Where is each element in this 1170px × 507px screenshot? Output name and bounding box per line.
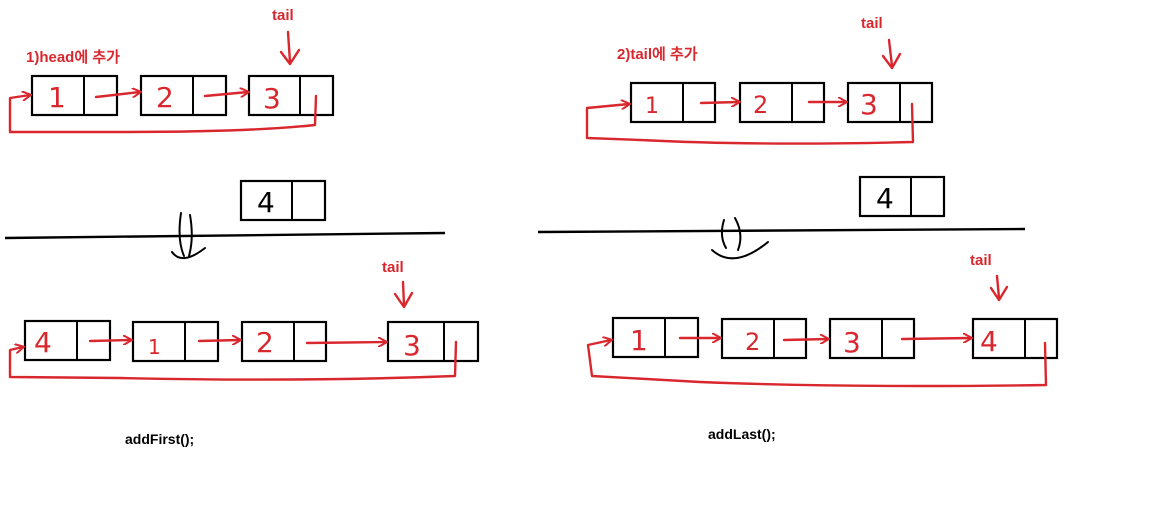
right-tail-arrow-bottom [989,274,1009,302]
node-value: 1 [645,94,659,119]
right-after-list: 1 2 3 4 [586,316,1059,388]
next-arrow [203,92,248,96]
node-value: 2 [745,328,760,356]
next-arrow [900,338,971,339]
right-heading: 2)tail에 추가 [617,46,698,63]
left-panel: 1)head에 추가 tail 1 2 3 [4,7,480,447]
left-tail-arrow-top [279,30,301,66]
node-value: 4 [980,325,998,358]
right-before-list: 1 2 3 [585,81,934,145]
node-value: 2 [256,326,274,359]
list-node: 3 [247,74,335,117]
node-value: 2 [156,81,174,114]
node-value: 1 [148,335,161,359]
list-node: 3 [846,81,934,124]
next-arrow [197,340,240,341]
list-node: 2 [240,320,328,363]
right-new-node: 4 [858,175,946,218]
node-value: 3 [263,82,281,115]
node-value: 1 [48,81,66,114]
left-tail-label-top: tail [272,7,294,24]
left-caption: addFirst(); [125,431,194,447]
node-value: 2 [753,91,768,119]
node-value: 4 [34,326,52,359]
left-after-list: 4 1 2 3 [8,319,480,381]
left-new-node: 4 [239,179,327,222]
right-panel: 2)tail에 추가 tail 1 2 3 [537,15,1059,442]
next-arrow [88,340,131,341]
next-arrow [94,92,140,99]
node-value: 3 [403,329,421,362]
next-arrow [699,102,739,103]
left-tail-label-bottom: tail [382,259,404,276]
right-tail-label-bottom: tail [970,252,992,269]
node-value: 3 [860,88,878,121]
right-tail-arrow-top [881,38,902,70]
next-arrow [782,339,828,340]
left-divider [4,231,446,240]
right-tail-label-top: tail [861,15,883,32]
left-tail-arrow-bottom [393,280,414,309]
circular-link-arrow [585,104,915,145]
right-caption: addLast(); [708,426,776,442]
list-node: 3 [386,320,480,363]
list-node: 2 [720,317,808,360]
right-divider [537,227,1026,234]
circular-link-arrow [8,340,458,381]
circular-link-arrow [8,95,318,134]
left-heading: 1)head에 추가 [26,49,120,66]
next-arrow [305,342,386,343]
node-value: 1 [630,324,648,357]
circular-link-arrow [586,340,1048,388]
right-down-arrow-icon [711,217,769,260]
node-value: 4 [257,186,275,219]
node-value: 4 [876,182,894,215]
left-down-arrow-icon [171,212,206,259]
left-before-list: 1 2 3 [8,74,335,134]
node-value: 3 [843,326,861,359]
